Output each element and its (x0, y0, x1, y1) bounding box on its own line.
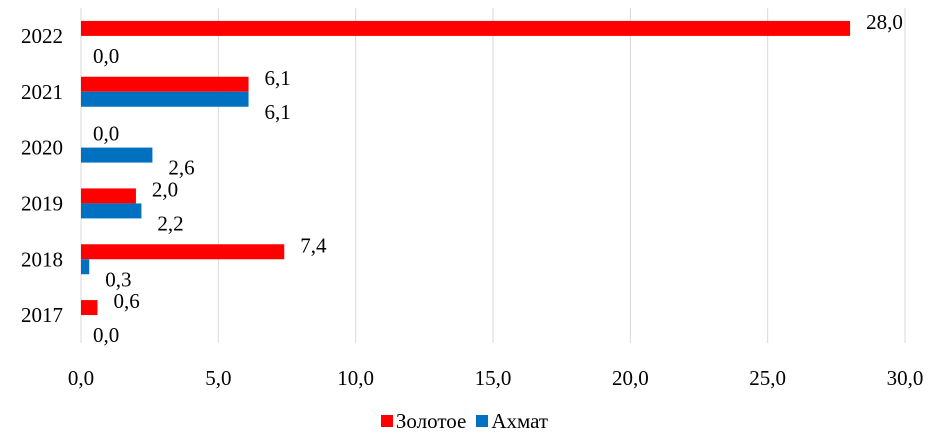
x-tick-label: 5,0 (205, 366, 231, 390)
x-tick-label: 15,0 (475, 366, 512, 390)
legend-swatch-akhmat (476, 415, 489, 427)
data-label-akhmat: 2,6 (168, 156, 194, 180)
x-tick-label: 30,0 (887, 366, 924, 390)
bar-zolotoe (81, 20, 851, 36)
x-tick-label: 0,0 (68, 366, 94, 390)
bar-akhmat (81, 259, 90, 275)
legend: Золотое Ахмат (0, 408, 929, 434)
bar-zolotoe (81, 76, 249, 92)
legend-item-zolotoe: Золотое (380, 408, 467, 434)
data-label-zolotoe: 0,6 (113, 289, 139, 313)
data-label-zolotoe: 0,0 (93, 122, 119, 146)
legend-swatch-zolotoe (380, 415, 393, 427)
y-tick-label: 2021 (21, 80, 63, 104)
data-label-akhmat: 0,0 (93, 323, 119, 347)
data-label-zolotoe: 28,0 (866, 10, 903, 34)
y-tick-label: 2017 (21, 303, 63, 327)
y-tick-label: 2022 (21, 24, 63, 48)
y-tick-label: 2018 (21, 247, 63, 271)
x-tick-label: 25,0 (749, 366, 786, 390)
legend-label-akhmat: Ахмат (491, 408, 549, 433)
bar-akhmat (81, 91, 249, 107)
bar-zolotoe (81, 244, 285, 260)
data-label-zolotoe: 7,4 (300, 233, 327, 257)
data-label-zolotoe: 6,1 (265, 66, 291, 90)
bar-zolotoe (81, 300, 98, 316)
y-tick-label: 2019 (21, 191, 63, 215)
bar-akhmat (81, 147, 153, 163)
legend-item-akhmat: Ахмат (476, 409, 548, 434)
legend-label-zolotoe: Золотое (395, 408, 467, 433)
x-tick-label: 10,0 (337, 366, 374, 390)
bar-akhmat (81, 203, 142, 219)
x-tick-label: 20,0 (612, 366, 649, 390)
data-label-zolotoe: 2,0 (152, 177, 178, 201)
bar-chart: 0,0 5,0 10,0 15,0 20,0 25,0 30,0 2017 0,6 0,0 2018… (21, 8, 924, 390)
data-label-akhmat: 0,3 (105, 267, 131, 291)
y-tick-label: 2020 (21, 136, 63, 160)
data-label-akhmat: 6,1 (265, 100, 291, 124)
data-label-akhmat: 2,2 (157, 211, 183, 235)
bar-zolotoe (81, 188, 136, 204)
data-label-akhmat: 0,0 (93, 44, 119, 68)
